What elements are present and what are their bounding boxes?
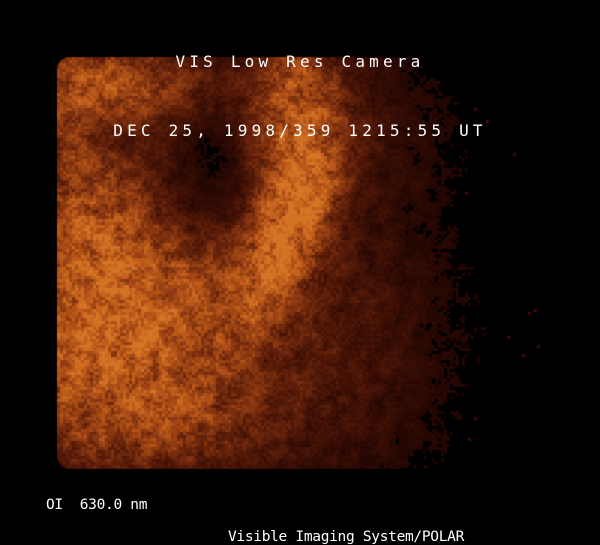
credit-line-1: Visible Imaging System/POLAR: [227, 529, 465, 545]
wavelength-label: OI 630.0 nm: [46, 497, 148, 513]
camera-title: VIS Low Res Camera: [175, 52, 425, 71]
credit-block: Visible Imaging System/POLAR The Univers…: [216, 495, 476, 545]
image-header: VIS Low Res Camera DEC 25, 1998/359 1215…: [0, 4, 600, 188]
timestamp-label: DEC 25, 1998/359 1215:55 UT: [113, 121, 487, 140]
